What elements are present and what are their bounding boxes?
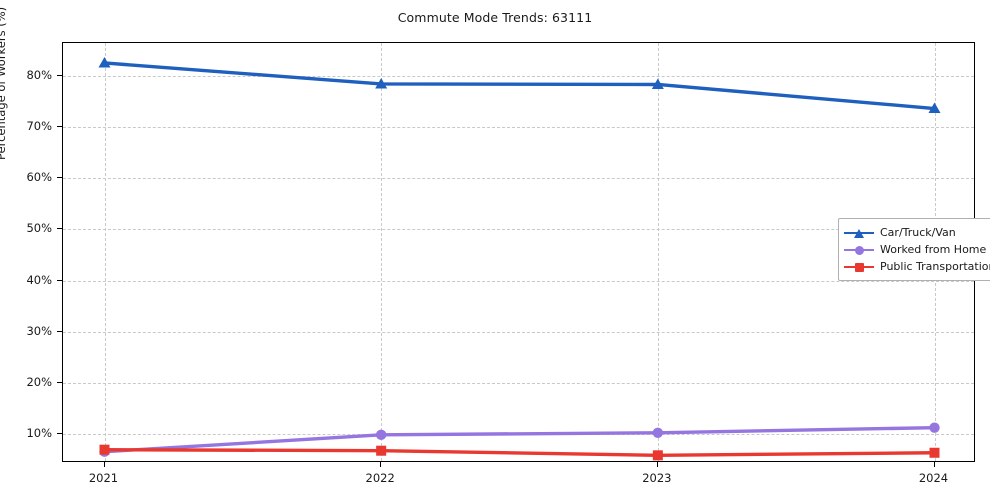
data-point-marker bbox=[929, 447, 940, 458]
y-axis-tick-label: 30% bbox=[26, 323, 52, 338]
y-axis-tick-label: 20% bbox=[26, 375, 52, 390]
data-point-marker bbox=[929, 422, 940, 433]
y-axis-tick-mark bbox=[57, 177, 62, 179]
x-axis-tick-mark bbox=[933, 462, 935, 467]
y-axis-tick-label: 10% bbox=[26, 426, 52, 441]
y-axis-tick-mark bbox=[57, 433, 62, 435]
legend-swatch-triangle-icon bbox=[844, 226, 874, 240]
y-axis-tick-mark bbox=[57, 74, 62, 76]
data-point-marker bbox=[652, 427, 664, 438]
data-point-marker bbox=[651, 78, 664, 89]
y-axis-tick-label: 40% bbox=[26, 272, 52, 287]
data-point-marker bbox=[375, 77, 388, 89]
y-axis-tick-mark bbox=[57, 126, 62, 127]
series-car-truck-van bbox=[98, 56, 941, 114]
data-point-marker bbox=[375, 429, 387, 441]
data-point-marker bbox=[99, 444, 110, 455]
legend-marker-square-icon bbox=[855, 263, 864, 272]
y-axis-tick-mark bbox=[57, 382, 62, 384]
y-axis-tick-label: 80% bbox=[26, 67, 52, 82]
data-point-marker bbox=[376, 445, 387, 456]
legend-swatch-circle-icon bbox=[844, 243, 874, 257]
legend-item-label: Worked from Home bbox=[880, 243, 987, 256]
data-point-marker bbox=[652, 450, 663, 461]
series-line bbox=[102, 425, 937, 454]
y-axis-tick-mark bbox=[57, 228, 62, 230]
x-axis-tick-label: 2022 bbox=[365, 471, 395, 485]
series-line bbox=[102, 61, 937, 111]
chart-title: Commute Mode Trends: 63111 bbox=[397, 10, 593, 25]
legend-marker-triangle-icon bbox=[854, 228, 864, 238]
plot-area bbox=[62, 42, 975, 462]
series-public-transportation bbox=[99, 444, 940, 461]
legend-item-label: Public Transportation bbox=[880, 260, 990, 273]
y-axis-label: Percentage of Workers (%) bbox=[0, 6, 8, 160]
legend-item[interactable]: Car/Truck/Van bbox=[844, 224, 990, 241]
data-point-marker bbox=[928, 102, 941, 114]
x-axis-tick-mark bbox=[103, 462, 105, 467]
legend-item[interactable]: Worked from Home bbox=[844, 241, 990, 258]
y-axis-tick-label: 50% bbox=[26, 221, 52, 236]
data-point-marker bbox=[98, 56, 111, 68]
x-axis-tick-label: 2023 bbox=[642, 471, 672, 485]
data-series-layer bbox=[98, 56, 941, 461]
y-axis-tick-label: 60% bbox=[26, 170, 52, 185]
y-axis-tick-mark bbox=[57, 279, 62, 281]
x-axis-tick-mark bbox=[656, 462, 658, 467]
y-axis-tick-label: 70% bbox=[26, 119, 52, 133]
legend-item[interactable]: Public Transportation bbox=[844, 258, 990, 275]
legend-marker-circle-icon bbox=[855, 246, 864, 255]
series-line bbox=[102, 447, 937, 458]
x-axis-tick-label: 2024 bbox=[918, 471, 949, 485]
legend-swatch-square-icon bbox=[844, 260, 874, 274]
y-axis-tick-mark bbox=[57, 330, 62, 332]
x-axis-tick-mark bbox=[380, 462, 382, 467]
chart-legend: Car/Truck/Van Worked from Home Public Tran… bbox=[838, 218, 990, 281]
x-axis-tick-label: 2021 bbox=[88, 471, 119, 485]
legend-item-label: Car/Truck/Van bbox=[880, 226, 956, 239]
